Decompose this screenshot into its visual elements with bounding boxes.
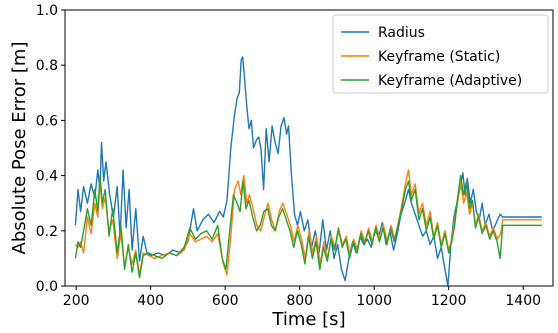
- series-line-keyframe-adaptive: [74, 174, 542, 279]
- legend-label-radius: Radius: [378, 25, 425, 41]
- x-tick-label: 1000: [356, 293, 392, 309]
- x-tick-label: 1200: [431, 293, 467, 309]
- legend-box: [332, 14, 549, 94]
- y-tick-label: 0.2: [36, 224, 58, 240]
- y-tick-label: 0.4: [36, 169, 58, 185]
- y-tick-label: 1.0: [36, 3, 58, 19]
- plot-frame: [64, 9, 554, 287]
- series-layer: [74, 56, 542, 287]
- x-tick-label: 400: [137, 293, 164, 309]
- x-tick-label: 600: [212, 293, 239, 309]
- x-tick-label: 200: [63, 293, 90, 309]
- x-axis-label: Time [s]: [271, 309, 345, 330]
- legend: Radius Keyframe (Static) Keyframe (Adapt…: [332, 14, 549, 94]
- y-tick-label: 0.0: [36, 279, 58, 295]
- series-line-radius: [74, 56, 542, 287]
- y-tick-label: 0.8: [36, 58, 58, 74]
- legend-label-keyframe-adaptive: Keyframe (Adaptive): [378, 73, 522, 89]
- x-tick-label: 1400: [505, 293, 541, 309]
- legend-label-keyframe-static: Keyframe (Static): [378, 49, 500, 65]
- axes-layer: [64, 9, 554, 287]
- x-tick-label: 800: [286, 293, 313, 309]
- y-tick-label: 0.6: [36, 113, 58, 129]
- ticks-layer: 200 400 600 800 1000 1200 1400 0.0 0.2 0.4 0.6 0.8 1…: [36, 3, 541, 309]
- y-axis-label: Absolute Pose Error [m]: [9, 42, 30, 255]
